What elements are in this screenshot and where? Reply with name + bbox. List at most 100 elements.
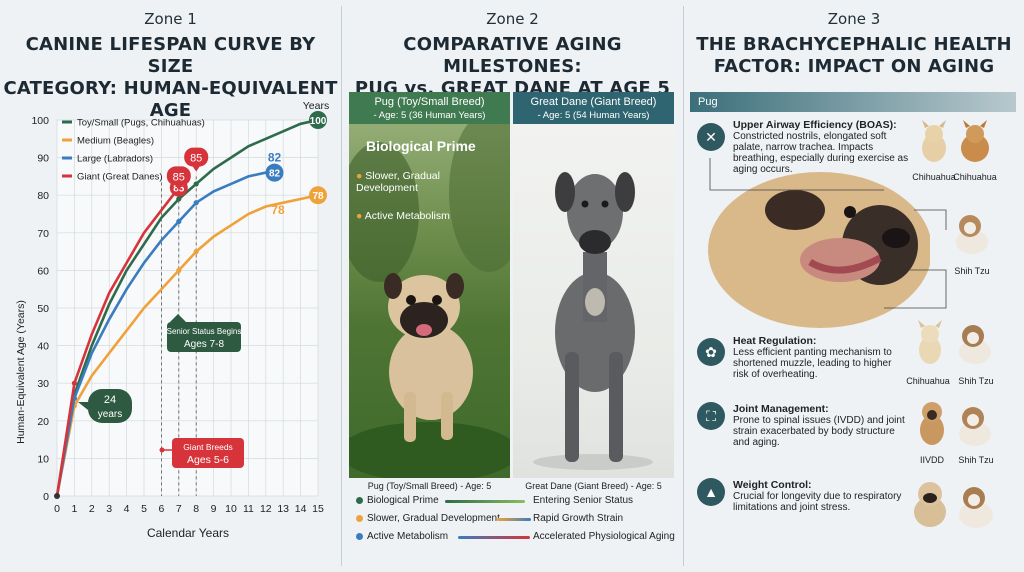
pug-bullet-2: ● Active Metabolism <box>356 210 476 222</box>
series-line <box>55 193 320 498</box>
dane-photo-panel <box>513 92 674 478</box>
chart-series: 10078828585858278 <box>54 111 327 499</box>
y-tick-label: 40 <box>37 341 49 353</box>
zone1-label: Zone 1 <box>144 10 197 28</box>
annotation-pointer <box>192 165 201 172</box>
y-tick-label: 90 <box>37 153 49 165</box>
legend-bar-1 <box>445 500 525 503</box>
dane-panel-header: Great Dane (Giant Breed) - Age: 5 (54 Hu… <box>513 92 674 124</box>
pug-thumb <box>914 482 946 527</box>
pug-bullet-1-text: Slower, Gradual Development <box>356 170 440 194</box>
z3-item-joint: Joint Management: Prone to spinal issues… <box>733 404 908 449</box>
z3-item-weight-title: Weight Control: <box>733 479 812 491</box>
callout-giant-line2: Ages 5-6 <box>187 454 229 466</box>
thumb-label-1: Chihuahua <box>912 172 956 182</box>
series-end-marker <box>309 186 327 205</box>
series-point <box>193 200 199 206</box>
zone3-label: Zone 3 <box>827 10 881 28</box>
pug-bullet-1: ● Slower, Gradual Development <box>356 170 466 194</box>
y-tick-label: 0 <box>43 491 49 503</box>
chihuahua-thumb-3 <box>918 320 942 364</box>
series-point <box>193 249 199 255</box>
thumb-label-6: IIVDD <box>919 455 944 465</box>
shih-tzu-thumb-3 <box>959 407 991 446</box>
dane-caption: Great Dane (Giant Breed) - Age: 5 <box>525 481 662 491</box>
thumb-label-7: Shih Tzu <box>958 455 994 465</box>
callout-senior-line2: Ages 7-8 <box>184 339 224 350</box>
joint-icon: ⛶ <box>697 402 725 430</box>
origin-point <box>54 493 60 499</box>
zone2-header: Zone 2 COMPARATIVE AGING MILESTONES: PUG… <box>342 10 683 100</box>
bio-prime-heading: Biological Prime <box>366 138 476 154</box>
x-tick-label: 12 <box>260 503 272 515</box>
legend-dot-orange <box>356 515 363 522</box>
y-tick-label: 100 <box>31 115 49 127</box>
legend-right-1-text: Entering Senior Status <box>533 495 634 506</box>
chihuahua-thumb <box>922 120 946 162</box>
series-end-marker <box>265 163 284 182</box>
pug-header-line2: - Age: 5 (36 Human Years) <box>373 110 486 121</box>
series-end-label: 100 <box>310 116 327 127</box>
series-point <box>176 196 182 202</box>
x-tick-label: 11 <box>243 503 254 515</box>
series-end-label: 82 <box>269 169 281 180</box>
x-tick-label: 3 <box>106 503 112 515</box>
x-tick-label: 6 <box>158 503 164 515</box>
bullet-dot: ● <box>356 210 363 222</box>
y-tick-label: 50 <box>37 303 49 315</box>
zone-divider-1 <box>341 6 342 566</box>
pug-anatomy-illustration <box>708 172 930 328</box>
thumb-label-4: Chihuahua <box>906 376 950 386</box>
x-tick-label: 0 <box>54 503 60 515</box>
x-tick-label: 1 <box>71 503 77 515</box>
z3-item-joint-body: Prone to spinal issues (IVDD) and joint … <box>733 415 905 448</box>
series-end-marker <box>309 111 327 129</box>
legend-right-2-text: Rapid Growth Strain <box>533 513 624 524</box>
zone2-label: Zone 2 <box>486 10 539 28</box>
callout-giant-line1: Giant Breeds <box>183 442 233 452</box>
x-tick-label: 13 <box>277 503 289 515</box>
x-axis-label: Calendar Years <box>147 526 229 540</box>
x-tick-label: 8 <box>193 503 199 515</box>
legend-left-3: Active Metabolism <box>356 531 448 542</box>
z3-item-weight: Weight Control: Crucial for longevity du… <box>733 479 908 514</box>
legend-right-3-text: Accelerated Physiological Aging <box>533 531 675 542</box>
series-line <box>55 186 181 498</box>
ivdd-thumb <box>920 402 944 445</box>
zone-divider-2 <box>683 6 684 566</box>
annotation-label: 82 <box>268 151 282 165</box>
y-tick-label: 30 <box>37 378 49 390</box>
lifespan-chart: 0 1 2 3 4 5 6 7 8 9 10 11 12 13 14 15010203040506070809… <box>15 100 329 540</box>
z3-item-airway: Upper Airway Efficiency (BOAS): Constric… <box>733 120 911 176</box>
dane-header-line1: Great Dane (Giant Breed) <box>530 96 657 108</box>
thumb-label-2: Chihuahua <box>953 172 997 182</box>
zone1-header: Zone 1 CANINE LIFESPAN CURVE BY SIZE CAT… <box>0 10 341 122</box>
z3-item-heat-body: Less efficient panting mechanism to shor… <box>733 347 892 380</box>
x-tick-label: 14 <box>295 503 307 515</box>
legend-bar-2 <box>497 518 531 521</box>
callout-giant: Giant Breeds Ages 5-6 <box>159 438 244 468</box>
thumb-label-3: Shih Tzu <box>954 266 990 276</box>
chart-legend: Toy/Small (Pugs, Chihuahuas) Medium (Beag… <box>62 118 205 183</box>
legend-bar-3 <box>458 536 530 539</box>
years-label: Years <box>303 100 329 112</box>
callout-24-years: 24 years <box>78 389 132 423</box>
chihuahua-thumb-2 <box>961 120 989 162</box>
x-tick-label: 5 <box>141 503 147 515</box>
z3-item-weight-body: Crucial for longevity due to respiratory… <box>733 491 902 513</box>
legend-left-1-text: Biological Prime <box>367 495 439 506</box>
z3-item-airway-body: Constricted nostrils, elongated soft pal… <box>733 131 909 175</box>
zone1-title-line2: CATEGORY: HUMAN-EQUIVALENT AGE <box>3 78 338 121</box>
zone3-title-line2: FACTOR: IMPACT ON AGING <box>713 56 995 77</box>
annotation-label: 85 <box>190 153 202 165</box>
z3-item-heat-title: Heat Regulation: <box>733 335 817 347</box>
y-tick-label: 20 <box>37 416 49 428</box>
series-end-label: 78 <box>312 191 324 202</box>
annotation-label: 85 <box>173 171 185 183</box>
legend-left-1: Biological Prime <box>356 495 439 506</box>
callout-senior-line1: Senior Status Begins <box>167 327 242 336</box>
legend-left-2-text: Slower, Gradual Development <box>367 513 500 524</box>
legend-dot-blue <box>356 533 363 540</box>
callout-senior: Senior Status Begins Ages 7-8 <box>167 314 242 352</box>
legend-label: Toy/Small (Pugs, Chihuahuas) <box>77 118 205 129</box>
